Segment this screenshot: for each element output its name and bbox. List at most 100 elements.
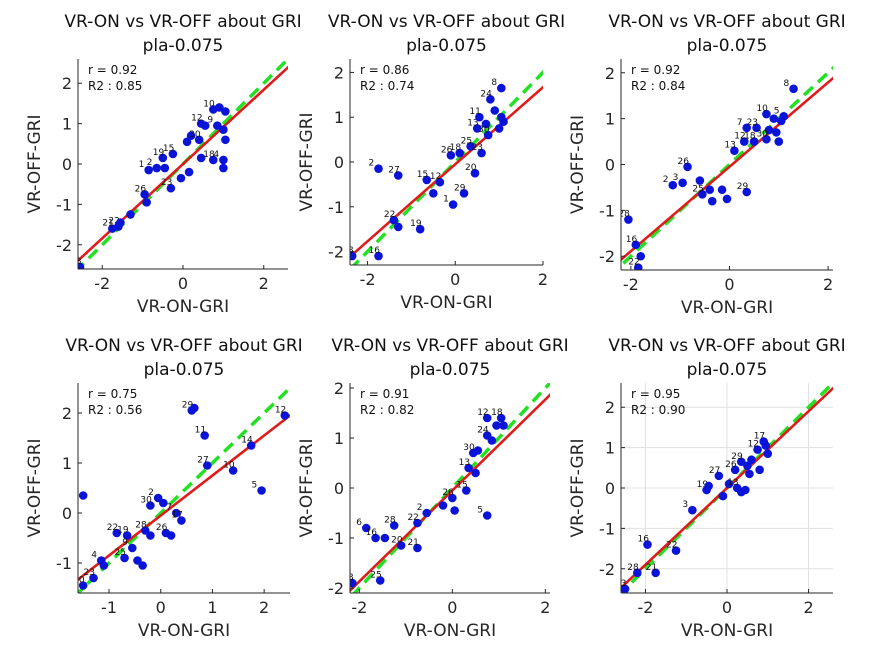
y-tick-label: 2	[62, 404, 72, 423]
panel-subtitle: pla-0.075	[143, 36, 224, 56]
point-label: 1	[139, 160, 145, 170]
point-label: 25	[115, 548, 126, 558]
point-label: 14	[241, 436, 253, 446]
point-label: 28	[627, 563, 639, 573]
y-tick-label: 2	[62, 74, 72, 93]
r-squared-text: R2 : 0.90	[631, 403, 685, 417]
y-tick-label: -2	[599, 560, 615, 579]
point-label: 2	[663, 175, 669, 185]
data-point	[221, 135, 230, 145]
point-label: 10	[756, 104, 768, 114]
point-label: 30	[756, 129, 768, 139]
point-label: 15	[417, 170, 428, 180]
data-point	[496, 413, 506, 423]
point-label: 5	[477, 506, 483, 516]
r-squared-text: R2 : 0.82	[360, 403, 414, 417]
data-point	[459, 189, 469, 198]
y-tick-label: -1	[56, 554, 72, 573]
data-point	[695, 176, 705, 185]
regression-line	[350, 85, 543, 259]
data-point	[415, 224, 425, 234]
data-point	[413, 518, 422, 528]
point-label: 12	[430, 172, 441, 182]
data-point	[112, 528, 122, 538]
data-point	[190, 403, 199, 413]
x-tick-label: 0	[447, 598, 457, 617]
regression-line	[350, 393, 550, 593]
point-label: 27	[197, 456, 208, 466]
data-point	[633, 263, 643, 270]
data-point	[219, 163, 228, 173]
data-point	[176, 173, 186, 183]
x-tick-label: -2	[351, 598, 367, 617]
point-label: 29	[454, 183, 466, 193]
data-point	[761, 441, 771, 450]
point-label: 16	[369, 246, 381, 256]
data-point	[89, 573, 98, 583]
r-squared-text: R2 : 0.85	[88, 79, 142, 93]
point-label: 23	[615, 579, 626, 589]
data-point	[146, 501, 155, 510]
data-point	[257, 486, 266, 495]
data-point	[393, 222, 403, 232]
data-point	[764, 125, 774, 135]
data-point	[473, 446, 483, 455]
data-point	[633, 568, 642, 578]
data-point	[486, 95, 495, 104]
data-point	[736, 457, 746, 467]
point-label: 29	[731, 452, 743, 462]
point-label: 26	[441, 145, 453, 155]
data-point	[477, 148, 486, 158]
point-label: 20	[73, 576, 85, 586]
data-point	[280, 411, 290, 420]
data-point	[202, 461, 212, 470]
correlation-text: r = 0.95	[631, 387, 680, 401]
data-point	[393, 171, 403, 180]
scatter-panel-1: VR-ON vs VR-OFF about GRIpla-0.075282122…	[25, 12, 302, 317]
point-label: 20	[465, 163, 477, 173]
point-label: 27	[388, 165, 399, 175]
x-tick-label: -2	[623, 275, 639, 294]
panel-title: VR-ON vs VR-OFF about GRI	[328, 12, 565, 32]
point-label: 2	[147, 158, 153, 168]
data-point	[678, 178, 687, 188]
point-label: 11	[469, 107, 480, 117]
x-axis-label: VR-ON-GRI	[681, 298, 773, 318]
point-label: 4	[91, 551, 97, 561]
data-point	[350, 251, 357, 261]
data-point	[361, 523, 371, 533]
data-point	[745, 469, 754, 479]
identity-line	[621, 65, 833, 268]
data-point	[621, 584, 630, 593]
panel-subtitle: pla-0.075	[410, 360, 491, 380]
data-point	[374, 164, 383, 174]
data-point	[200, 121, 210, 130]
point-label: 22	[108, 217, 119, 227]
y-tick-label: 1	[605, 110, 615, 129]
data-point	[651, 568, 660, 578]
point-label: 22	[666, 541, 677, 551]
data-point	[739, 137, 749, 146]
point-label: 27	[709, 466, 720, 476]
data-point	[470, 168, 480, 178]
y-tick-label: 2	[334, 379, 344, 398]
data-point	[116, 218, 125, 227]
data-point	[499, 421, 508, 430]
data-point	[497, 83, 506, 93]
r-squared-text: R2 : 0.84	[631, 79, 685, 93]
point-label: 13	[724, 141, 735, 151]
data-point	[762, 109, 771, 119]
point-label: 5	[774, 106, 780, 116]
regression-line	[78, 413, 290, 582]
point-label: 19	[153, 148, 165, 158]
point-label: 12	[275, 406, 286, 416]
data-point	[126, 210, 135, 219]
point-label: 23	[84, 568, 95, 578]
x-axis-label: VR-ON-GRI	[681, 621, 773, 641]
y-tick-label: -2	[599, 247, 615, 266]
point-label: 25	[461, 136, 472, 146]
data-point	[219, 155, 228, 165]
